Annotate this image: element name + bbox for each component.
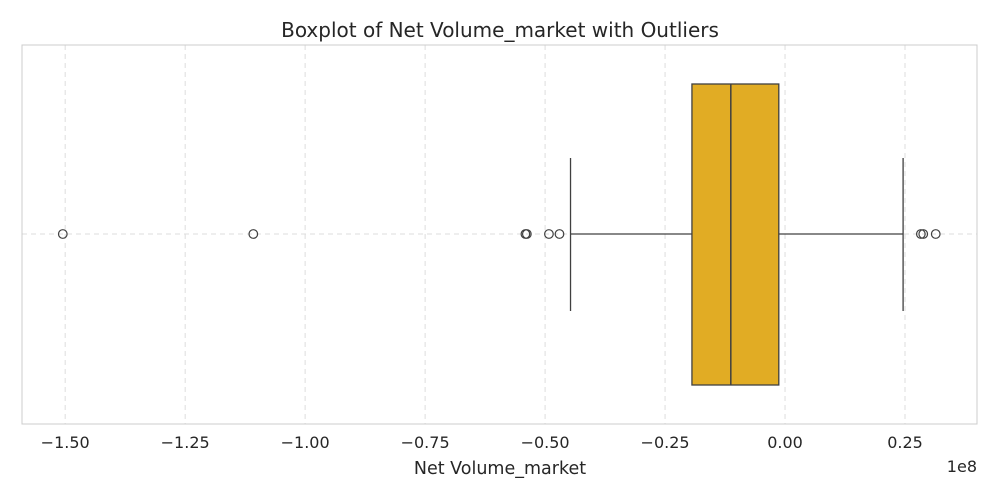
outlier-point — [930, 229, 941, 239]
chart-title: Boxplot of Net Volume_market with Outlie… — [281, 18, 719, 42]
interquartile-box — [691, 83, 780, 386]
outlier-point — [544, 229, 554, 239]
x-tick-label: −1.50 — [41, 433, 90, 452]
outliers-group — [57, 229, 941, 239]
x-tick-label: 0.25 — [887, 433, 923, 452]
plot-border — [21, 44, 978, 425]
x-tick-label: 0.00 — [767, 433, 803, 452]
x-axis-ticks: −1.50 −1.25 −1.00 −0.75 −0.50 −0.25 0.00 0.25 — [41, 433, 923, 452]
outlier-point — [248, 229, 259, 239]
outlier-point — [918, 229, 929, 239]
x-axis-label: Net Volume_market — [414, 459, 586, 479]
box-group — [569, 83, 904, 386]
outlier-point — [915, 229, 926, 239]
x-axis-scale-label: 1e8 — [947, 457, 977, 476]
x-tick-label: −1.25 — [161, 433, 210, 452]
x-tick-label: −0.25 — [641, 433, 690, 452]
outlier-point — [521, 229, 532, 239]
outlier-point — [554, 229, 565, 239]
outlier-point — [57, 229, 68, 239]
x-tick-label: −1.00 — [281, 433, 330, 452]
x-tick-label: −0.50 — [521, 433, 570, 452]
x-tick-label: −0.75 — [401, 433, 450, 452]
